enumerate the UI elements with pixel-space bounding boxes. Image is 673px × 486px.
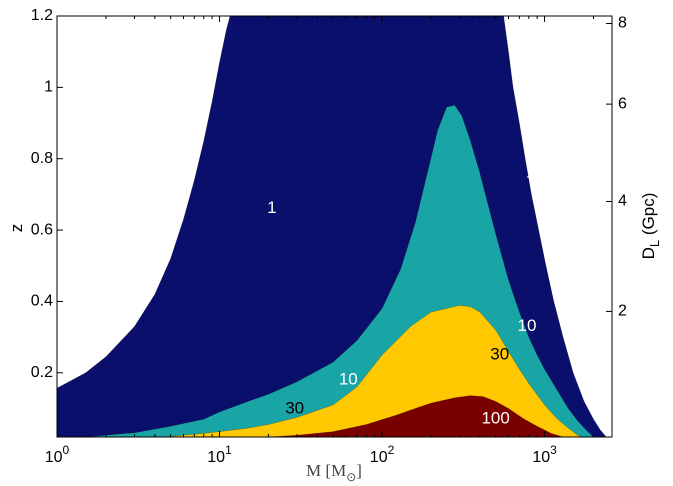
contour-label-30-1: 30 (285, 398, 304, 417)
x-tick-label: 103 (532, 443, 557, 466)
x-tick-exponent: 1 (225, 443, 232, 457)
right-axis-label-sub: L (647, 240, 662, 247)
x-tick-exponent: 3 (550, 443, 557, 457)
plot-frame (56, 15, 613, 438)
right-tick-label: 2 (618, 303, 627, 320)
x-tick-base: 10 (45, 449, 63, 466)
region-snr-100 (268, 395, 564, 438)
right-tick-label: 8 (618, 15, 627, 32)
y-tick-label: 0.4 (31, 293, 53, 310)
y-tick-label: 1.2 (31, 7, 53, 24)
right-axis-ticks: 2 4 6 8 (606, 15, 627, 320)
x-axis-label: M [M⊙] (306, 461, 362, 484)
right-axis-label: DL (Gpc) (639, 193, 662, 260)
x-tick-base: 10 (370, 449, 388, 466)
right-tick-label: 6 (618, 95, 627, 112)
x-tick-label: 100 (45, 443, 70, 466)
x-tick-base: 10 (532, 449, 550, 466)
right-tick-label: 4 (618, 193, 627, 210)
x-axis-label-sub: ⊙ (346, 470, 356, 484)
contour-label-1-2: 1 (526, 162, 535, 181)
right-axis-label-main: D (639, 247, 658, 259)
y-tick-label: 0.2 (31, 364, 53, 381)
x-tick-exponent: 2 (388, 443, 395, 457)
x-tick-exponent: 0 (63, 443, 70, 457)
contour-labels: 1 1 10 10 30 30 100 (267, 162, 536, 427)
contour-label-10-1: 10 (339, 369, 358, 388)
snr-regions (56, 15, 607, 438)
x-tick-label: 102 (370, 443, 395, 466)
x-tick-base: 10 (207, 449, 225, 466)
x-axis-ticks: 100 101 102 103 (45, 16, 594, 466)
contour-label-100-1: 100 (481, 409, 509, 428)
x-tick-label: 101 (207, 443, 232, 466)
y-axis-label: z (7, 224, 26, 233)
x-axis-label-close: ] (356, 461, 362, 480)
contour-label-30-2: 30 (490, 344, 509, 363)
right-axis-label-unit: (Gpc) (639, 193, 658, 240)
y-axis-ticks: 0.2 0.4 0.6 0.8 1 1.2 (31, 7, 63, 381)
x-axis-label-main: M [M (306, 461, 346, 480)
y-tick-label: 0.8 (31, 150, 53, 167)
contour-label-1-1: 1 (267, 198, 276, 217)
y-tick-label: 1 (44, 79, 53, 96)
contour-label-10-2: 10 (518, 316, 537, 335)
y-tick-label: 0.6 (31, 221, 53, 238)
